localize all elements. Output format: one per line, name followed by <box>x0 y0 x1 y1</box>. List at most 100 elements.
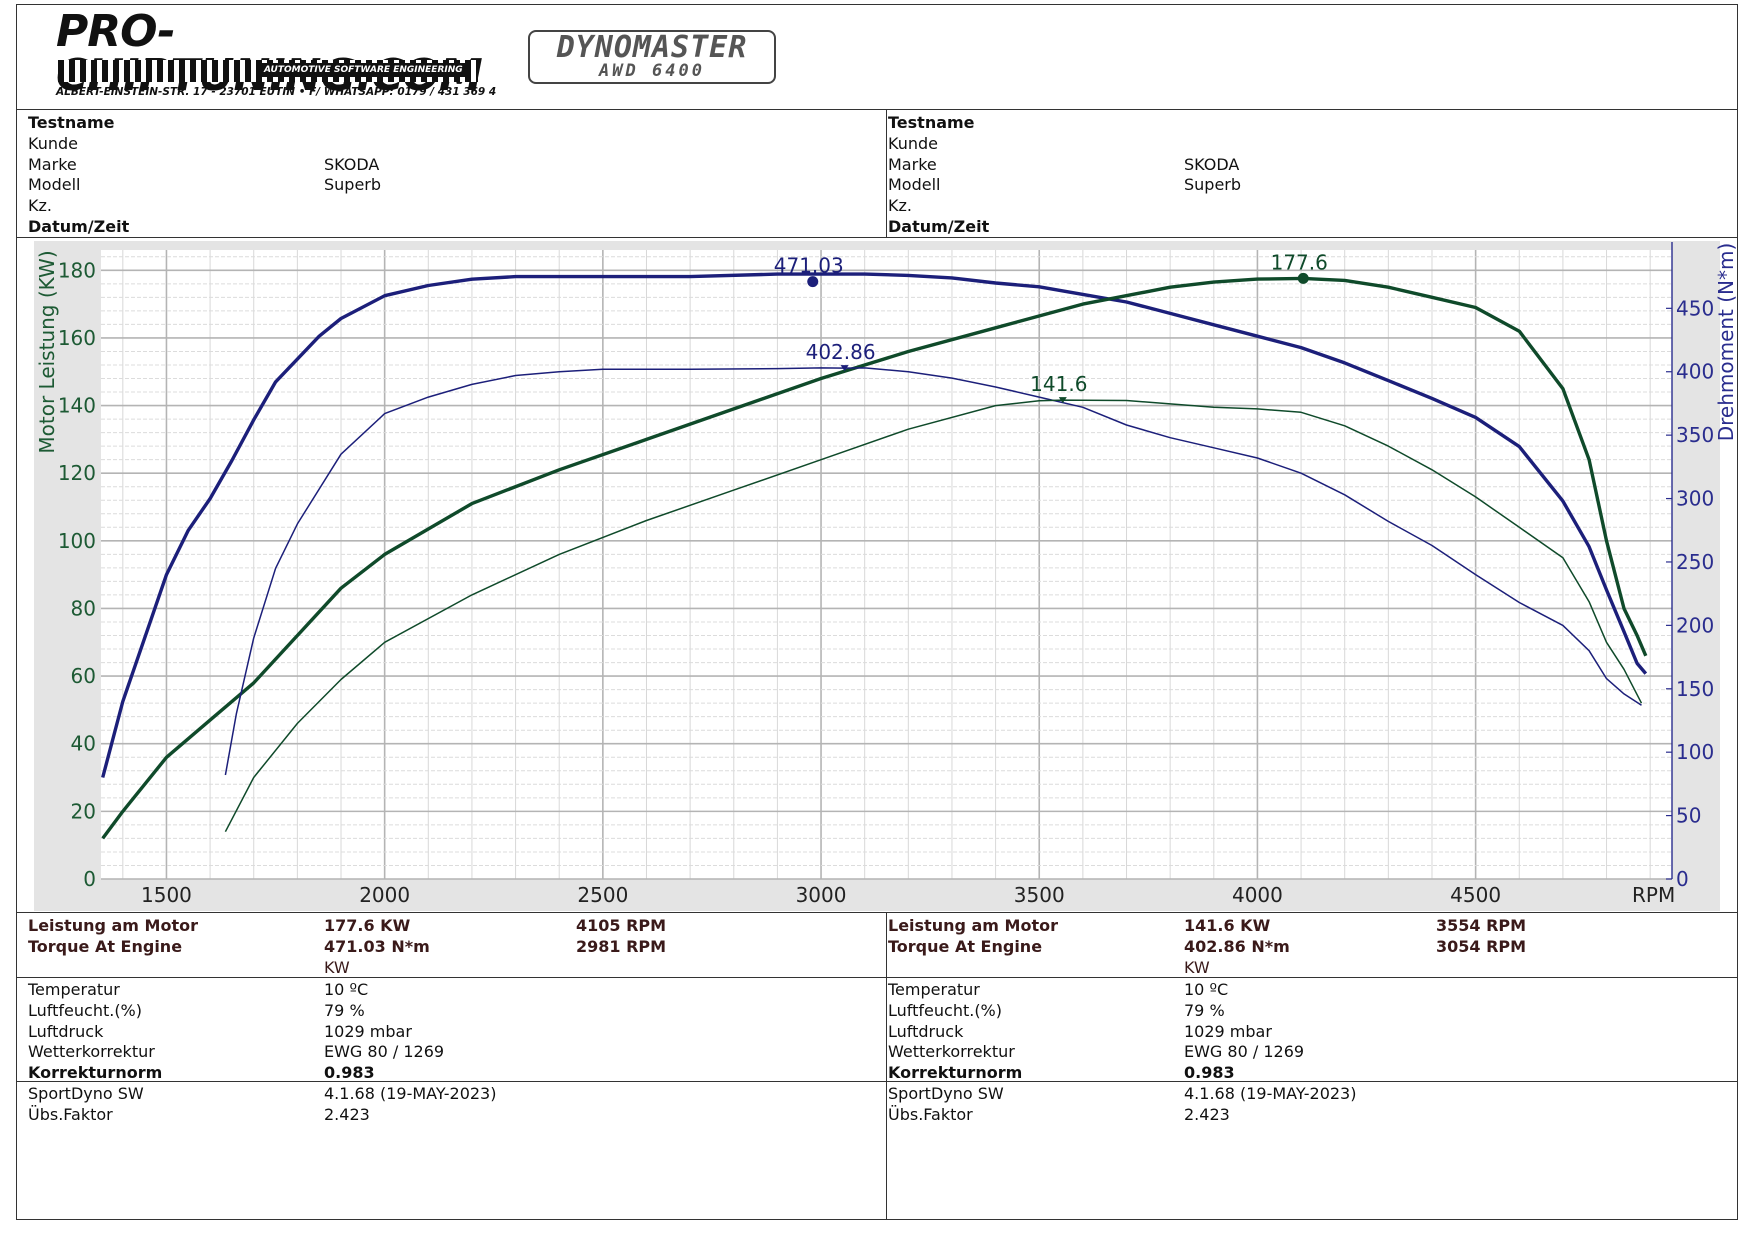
y2-tick-label: 50 <box>1676 804 1701 828</box>
condition-row: Korrekturnorm 0.983 <box>888 1063 1235 1083</box>
y-tick-label: 0 <box>83 867 96 891</box>
divider-info-mid <box>886 109 887 237</box>
y2-tick-label: 150 <box>1676 677 1714 701</box>
divider-results-mid <box>886 912 887 1220</box>
result-torque: Torque At Engine 471.03 N*m 2981 RPM <box>28 936 667 956</box>
info-row: Testname <box>28 113 115 132</box>
info-row: Marke SKODA <box>888 154 1240 174</box>
torque-curve-thin <box>224 367 1642 776</box>
info-row: Kz. <box>888 196 912 216</box>
dynomaster-model: AWD 6400 <box>599 61 705 81</box>
condition-row: Luftfeucht.(%) 79 % <box>888 1000 1225 1020</box>
report-frame <box>16 4 1738 1220</box>
info-row: Datum/Zeit <box>28 216 130 236</box>
y-tick-label: 140 <box>58 394 96 418</box>
y2-tick-label: 350 <box>1676 423 1714 447</box>
y2-tick-label: 450 <box>1676 296 1714 320</box>
grid <box>101 250 1672 880</box>
software-row: Übs.Faktor 2.423 <box>888 1104 1230 1124</box>
condition-row: Temperatur 10 ºC <box>28 980 369 999</box>
info-row: Kunde <box>888 133 938 153</box>
x-tick-label: 4500 <box>1450 883 1501 907</box>
condition-row: Temperatur 10 ºC <box>888 980 1229 999</box>
y2-tick-label: 250 <box>1676 550 1714 574</box>
ticks: 0 20 40 60 80 100 120 140 160 180 0 50 100 150 200 250 3… <box>58 242 1714 907</box>
divider-header <box>16 109 1738 110</box>
result-torque: Torque At Engine 402.86 N*m 3054 RPM <box>888 936 1527 956</box>
conditions-right: Temperatur 10 ºC Luftfeucht.(%) 79 % Luftd… <box>888 980 1305 1084</box>
y-tick-label: 40 <box>71 732 96 756</box>
peak-labels: 471.03 177.6 402.86 141.6 <box>774 250 1328 404</box>
y2-axis-label: Drehmoment (N*m) <box>1714 243 1738 442</box>
peak-label: 471.03 <box>774 254 844 278</box>
condition-row: Wetterkorrektur EWG 80 / 1269 <box>28 1042 445 1062</box>
brand-address: ALBERT-EINSTEIN-STR. 17 - 23701 EUTIN • … <box>56 86 497 98</box>
info-row: Modell Superb <box>888 175 1242 195</box>
y-tick-label: 160 <box>58 326 96 350</box>
y2-tick-label: 200 <box>1676 613 1714 637</box>
y-tick-label: 20 <box>71 799 96 823</box>
power-curve-thick <box>101 276 1648 840</box>
condition-row: Wetterkorrektur EWG 80 / 1269 <box>888 1042 1305 1062</box>
result-power: Leistung am Motor 177.6 KW 4105 RPM <box>28 916 667 935</box>
software-row: SportDyno SW 4.1.68 (19-MAY-2023) <box>28 1084 497 1103</box>
peak-label: 141.6 <box>1030 372 1087 396</box>
y-tick-label: 120 <box>58 461 96 485</box>
results-right: Leistung am Motor 141.6 KW 3554 RPM Torque… <box>888 916 1527 978</box>
info-row: Marke SKODA <box>28 154 380 174</box>
peak-marker <box>1297 272 1309 284</box>
brand-logo: PRO-CHIPTUNING.COM AUTOMOTIVE SOFTWARE E… <box>56 10 496 100</box>
y-tick-label: 60 <box>71 664 96 688</box>
software-right: SportDyno SW 4.1.68 (19-MAY-2023) Übs.Fak… <box>888 1084 1356 1126</box>
x-tick-label: 3000 <box>796 883 847 907</box>
y-tick-label: 180 <box>58 258 96 282</box>
info-row: Datum/Zeit <box>888 216 990 236</box>
y-axis-label: Motor Leistung (KW) <box>35 250 59 453</box>
y-tick-label: 100 <box>58 529 96 553</box>
series <box>101 272 1648 840</box>
condition-row: Luftfeucht.(%) 79 % <box>28 1000 365 1020</box>
conditions-left: Temperatur 10 ºC Luftfeucht.(%) 79 % Luftd… <box>28 980 445 1084</box>
x-tick-label: 4000 <box>1232 883 1283 907</box>
dynomaster-logo: DYNOMASTER AWD 6400 <box>528 30 776 84</box>
condition-row: Korrekturnorm 0.983 <box>28 1063 375 1083</box>
brand-tagline: AUTOMOTIVE SOFTWARE ENGINEERING <box>256 63 471 77</box>
info-panel-left: Testname Kunde Marke SKODA Modell Superb K… <box>28 113 382 238</box>
condition-row: Luftdruck 1029 mbar <box>888 1021 1272 1041</box>
plot-area <box>101 250 1672 879</box>
divider-results <box>16 977 1738 978</box>
y2-tick-label: 300 <box>1676 487 1714 511</box>
software-row: Übs.Faktor 2.423 <box>28 1104 370 1124</box>
power-curve-thin <box>224 399 1643 833</box>
condition-row: Luftdruck 1029 mbar <box>28 1021 412 1041</box>
peak-marker <box>807 276 819 288</box>
x-tick-label: 1500 <box>141 883 192 907</box>
result-power: Leistung am Motor 141.6 KW 3554 RPM <box>888 916 1527 935</box>
x-tick-label: 2500 <box>577 883 628 907</box>
peak-marker <box>1058 397 1067 404</box>
y-tick-label: 80 <box>71 596 96 620</box>
y2-tick-label: 100 <box>1676 740 1714 764</box>
result-unit: KW <box>1184 957 1210 977</box>
peak-marker <box>840 365 849 372</box>
info-row: Modell Superb <box>28 175 382 195</box>
x-tick-label: 2000 <box>359 883 410 907</box>
torque-curve-thick <box>101 272 1648 778</box>
divider-chart <box>16 912 1738 913</box>
peak-label: 402.86 <box>806 340 876 364</box>
x-tick-label: 3500 <box>1014 883 1065 907</box>
y2-tick-label: 0 <box>1676 867 1689 891</box>
software-left: SportDyno SW 4.1.68 (19-MAY-2023) Übs.Fak… <box>28 1084 497 1126</box>
info-row: Testname <box>888 113 975 132</box>
info-row: Kunde <box>28 133 78 153</box>
x-axis-label: RPM <box>1632 883 1675 907</box>
dynomaster-title: DYNOMASTER <box>556 30 748 65</box>
y2-tick-label: 400 <box>1676 360 1714 384</box>
peak-label: 177.6 <box>1271 250 1328 274</box>
divider-info <box>16 237 1738 238</box>
divider-conditions <box>16 1081 1738 1082</box>
results-left: Leistung am Motor 177.6 KW 4105 RPM Torque… <box>28 916 667 978</box>
result-unit: KW <box>324 957 350 977</box>
info-panel-right: Testname Kunde Marke SKODA Modell Superb K… <box>888 113 1242 238</box>
